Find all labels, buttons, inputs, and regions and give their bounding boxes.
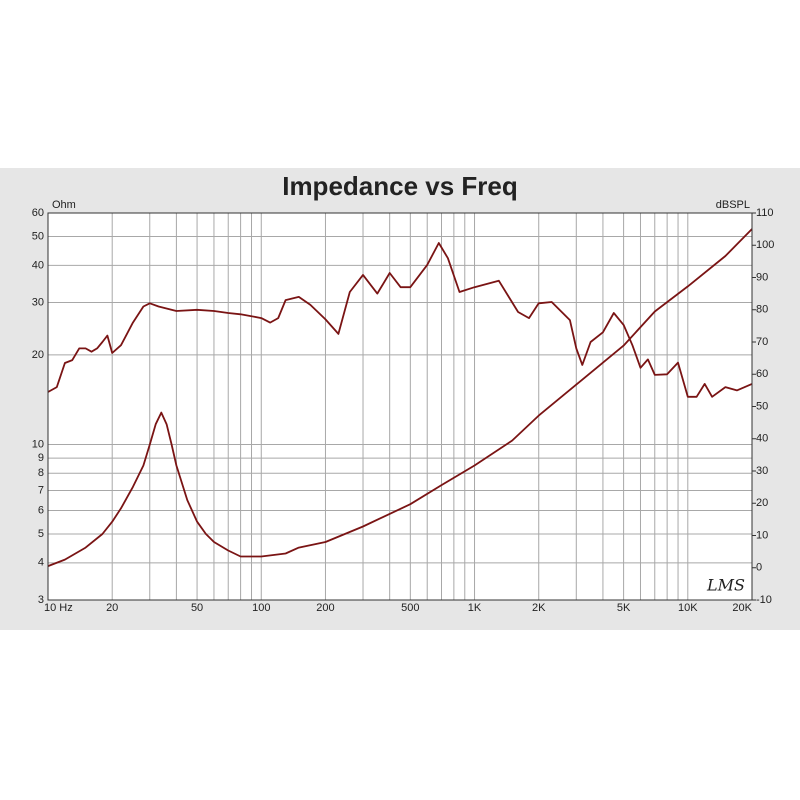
y-axis-label: Ohm <box>52 199 76 211</box>
y2-tick-label: 20 <box>756 497 768 509</box>
watermark: LMS <box>706 576 745 595</box>
x-tick-label: 20 <box>106 602 118 614</box>
y-tick-label: 3 <box>38 594 44 606</box>
y2-tick-label: 80 <box>756 304 768 316</box>
x-tick-label: 5K <box>617 602 631 614</box>
x-tick-label: 500 <box>401 602 419 614</box>
y2-tick-label: 60 <box>756 368 768 380</box>
y-tick-label: 6 <box>38 504 44 516</box>
y-tick-label: 5 <box>38 528 44 540</box>
y-tick-label: 50 <box>32 230 44 242</box>
y-tick-label: 4 <box>38 557 44 569</box>
y-tick-label: 8 <box>38 467 44 479</box>
y-tick-label: 30 <box>32 296 44 308</box>
y2-tick-label: 50 <box>756 400 768 412</box>
y2-tick-label: 40 <box>756 433 768 445</box>
y2-tick-label: 110 <box>756 207 774 219</box>
x-tick-label: 10 Hz <box>44 602 73 614</box>
y2-axis-label: dBSPL <box>716 199 750 211</box>
x-tick-label: 10K <box>678 602 698 614</box>
y-tick-label: 60 <box>32 207 44 219</box>
y-tick-label: 20 <box>32 349 44 361</box>
y-tick-label: 40 <box>32 259 44 271</box>
series-line <box>47 228 753 567</box>
y2-tick-label: 70 <box>756 336 768 348</box>
x-tick-label: 20K <box>732 602 752 614</box>
y-tick-label: 7 <box>38 484 44 496</box>
y2-tick-label: 100 <box>756 239 774 251</box>
x-tick-label: 100 <box>252 602 270 614</box>
chart-title: Impedance vs Freq <box>282 171 518 201</box>
y2-tick-label: 30 <box>756 465 768 477</box>
y-tick-label: 9 <box>38 452 44 464</box>
y2-tick-label: 90 <box>756 271 768 283</box>
y2-tick-label: -10 <box>756 594 772 606</box>
x-tick-label: 200 <box>316 602 334 614</box>
y-tick-label: 10 <box>32 438 44 450</box>
y2-tick-label: 0 <box>756 562 762 574</box>
y2-tick-label: 10 <box>756 529 768 541</box>
plot-area <box>48 213 752 600</box>
x-tick-label: 50 <box>191 602 203 614</box>
x-tick-label: 2K <box>532 602 546 614</box>
series-line <box>47 242 753 398</box>
x-tick-label: 1K <box>468 602 482 614</box>
